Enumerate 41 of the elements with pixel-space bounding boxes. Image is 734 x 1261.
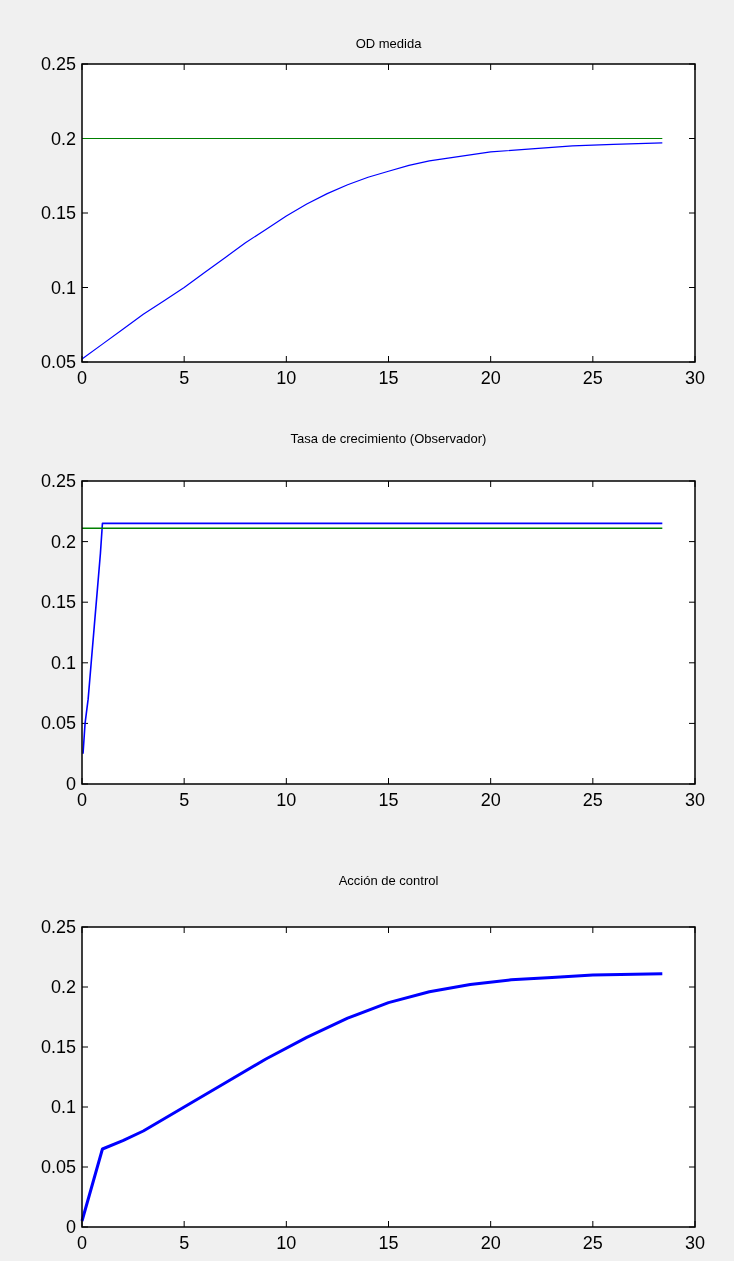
x-tick-label: 25 (582, 1233, 603, 1253)
y-tick-label: 0.25 (40, 54, 76, 74)
x-tick-label: 15 (378, 790, 399, 810)
x-tick-label: 15 (378, 368, 399, 388)
y-tick-label: 0.1 (50, 277, 76, 298)
x-tick-label: 30 (684, 790, 706, 810)
y-tick-label: 0.15 (40, 592, 76, 613)
y-tick-label: 0.25 (40, 917, 76, 937)
y-tick-label: 0.05 (40, 352, 76, 372)
y-tick-label: 0.1 (50, 1097, 76, 1117)
y-tick-label: 0.05 (40, 713, 76, 734)
x-tick-label: 15 (378, 1233, 399, 1253)
x-tick-label: 30 (684, 368, 706, 388)
x-tick-label: 25 (582, 368, 603, 388)
y-tick-label: 0.15 (40, 1037, 76, 1057)
x-tick-label: 10 (276, 790, 297, 810)
chart-title: OD medida (355, 36, 423, 51)
y-tick-label: 0 (65, 1217, 76, 1237)
x-tick-label: 5 (179, 1233, 190, 1253)
y-tick-label: 0.15 (40, 203, 76, 223)
chart-title: Tasa de crecimiento (Observador) (290, 431, 487, 446)
x-tick-label: 20 (480, 1233, 501, 1253)
line-series (80, 972, 664, 1223)
x-tick-label: 20 (480, 368, 501, 388)
x-tick-label: 25 (582, 790, 603, 810)
y-tick-label: 0.1 (50, 652, 76, 673)
x-tick-label: 10 (276, 1233, 297, 1253)
y-tick-label: 0.2 (50, 977, 76, 997)
y-tick-label: 0.25 (40, 471, 76, 491)
y-tick-label: 0 (65, 774, 76, 794)
line-series (82, 522, 664, 755)
x-tick-label: 20 (480, 790, 501, 810)
x-tick-label: 10 (276, 368, 297, 388)
chart-title: Acción de control (338, 873, 439, 888)
y-tick-label: 0.2 (50, 128, 76, 149)
x-tick-label: 30 (684, 1233, 706, 1253)
line-series (81, 142, 663, 360)
y-tick-label: 0.2 (50, 531, 76, 552)
x-tick-label: 5 (179, 790, 190, 810)
x-tick-label: 5 (179, 368, 190, 388)
y-tick-label: 0.05 (40, 1157, 76, 1177)
